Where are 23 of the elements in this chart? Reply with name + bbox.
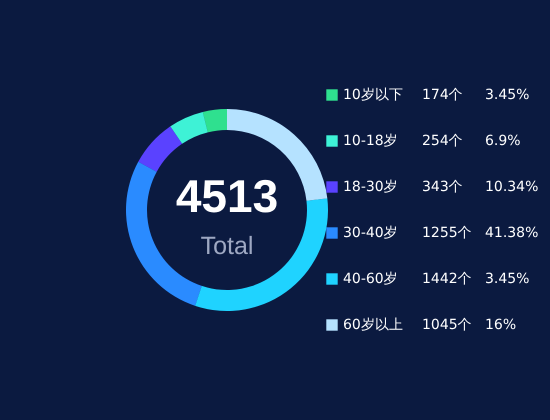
- data-label: 1255个: [422, 225, 472, 241]
- legend-label: 40-60岁: [343, 271, 398, 287]
- text: 10.34%: [485, 179, 538, 195]
- text: 16%: [485, 317, 516, 333]
- donut-slice: [138, 126, 182, 172]
- donut-slice: [170, 112, 208, 144]
- data-label: 343个: [422, 179, 463, 195]
- data-label: 254个: [422, 133, 463, 149]
- legend-label: 10岁以下: [343, 87, 403, 103]
- data-label: 174个: [422, 87, 463, 103]
- data-label: 1045个: [422, 317, 472, 333]
- legend-label: 60岁以上: [343, 317, 403, 333]
- data-label: 1442个: [422, 271, 472, 287]
- legend-label: 18-30岁: [343, 179, 398, 195]
- legend-label: 30-40岁: [343, 225, 398, 241]
- donut-slice: [202, 109, 227, 132]
- legend-label: 10-18岁: [343, 133, 398, 149]
- text: 4513: [176, 170, 278, 222]
- text: 41.38%: [485, 225, 538, 241]
- text: 6.9%: [485, 133, 521, 149]
- text: 3.45%: [485, 271, 530, 287]
- text: 3.45%: [485, 87, 530, 103]
- text: Total: [200, 232, 254, 260]
